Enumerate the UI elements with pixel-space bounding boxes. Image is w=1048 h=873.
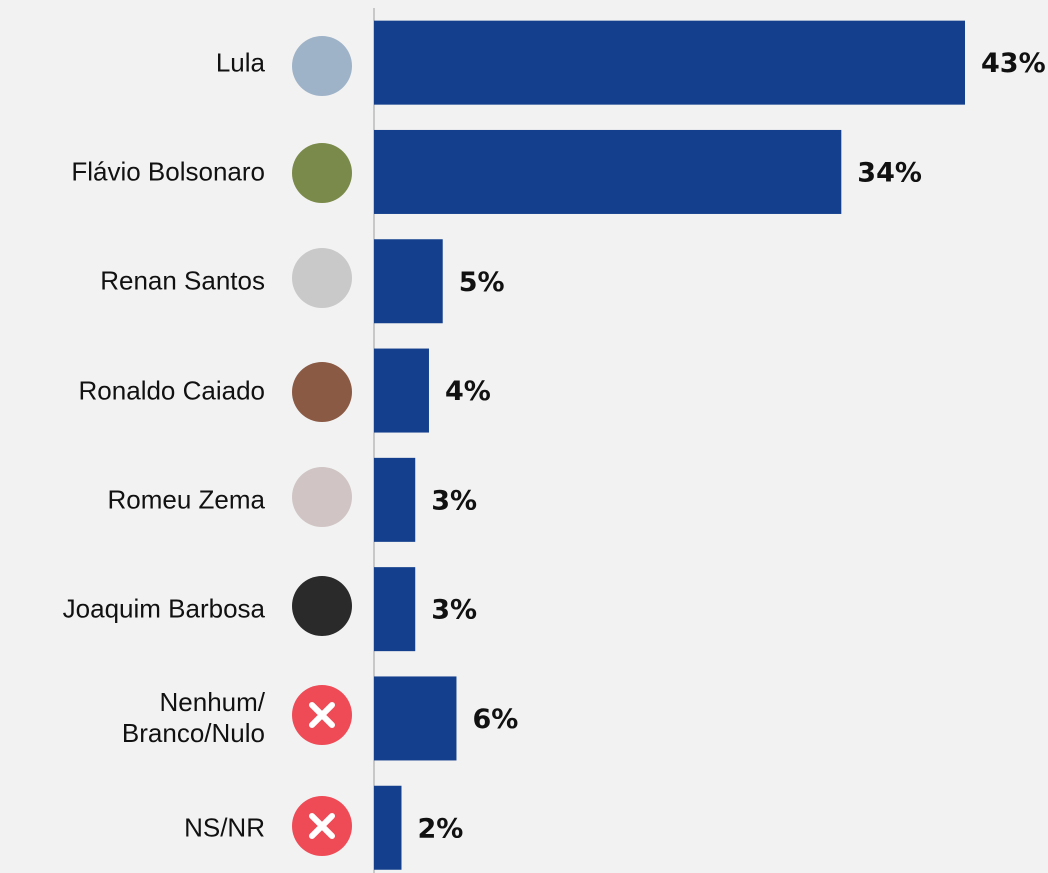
value-label: 5% <box>459 267 505 298</box>
bar <box>374 457 416 542</box>
value-label: 4% <box>445 376 491 407</box>
category-label: Lula <box>215 47 265 78</box>
value-label: 3% <box>431 485 477 516</box>
bar <box>374 567 416 652</box>
bar <box>374 676 457 761</box>
value-label: 43% <box>981 48 1046 79</box>
avatar <box>292 36 352 96</box>
x-icon <box>292 796 352 856</box>
bar <box>374 129 842 214</box>
avatar <box>292 143 352 203</box>
value-label: 34% <box>857 157 922 188</box>
avatar <box>292 467 352 527</box>
avatar <box>292 576 352 636</box>
x-icon <box>292 685 352 745</box>
avatar <box>292 362 352 422</box>
avatar <box>292 248 352 308</box>
avatars <box>292 36 352 856</box>
value-label: 2% <box>417 813 463 844</box>
category-label: Joaquim Barbosa <box>62 593 265 624</box>
value-label: 6% <box>472 704 518 735</box>
bar <box>374 239 443 324</box>
category-label: Ronaldo Caiado <box>78 375 265 406</box>
category-label: Nenhum/ Branco/Nulo <box>121 687 265 749</box>
category-label: NS/NR <box>184 812 265 843</box>
category-label: Romeu Zema <box>107 484 266 515</box>
category-label: Flávio Bolsonaro <box>71 156 265 187</box>
bar <box>374 20 965 105</box>
category-label: Renan Santos <box>100 265 265 296</box>
value-label: 3% <box>431 595 477 626</box>
bar <box>374 785 402 870</box>
bar <box>374 348 429 433</box>
